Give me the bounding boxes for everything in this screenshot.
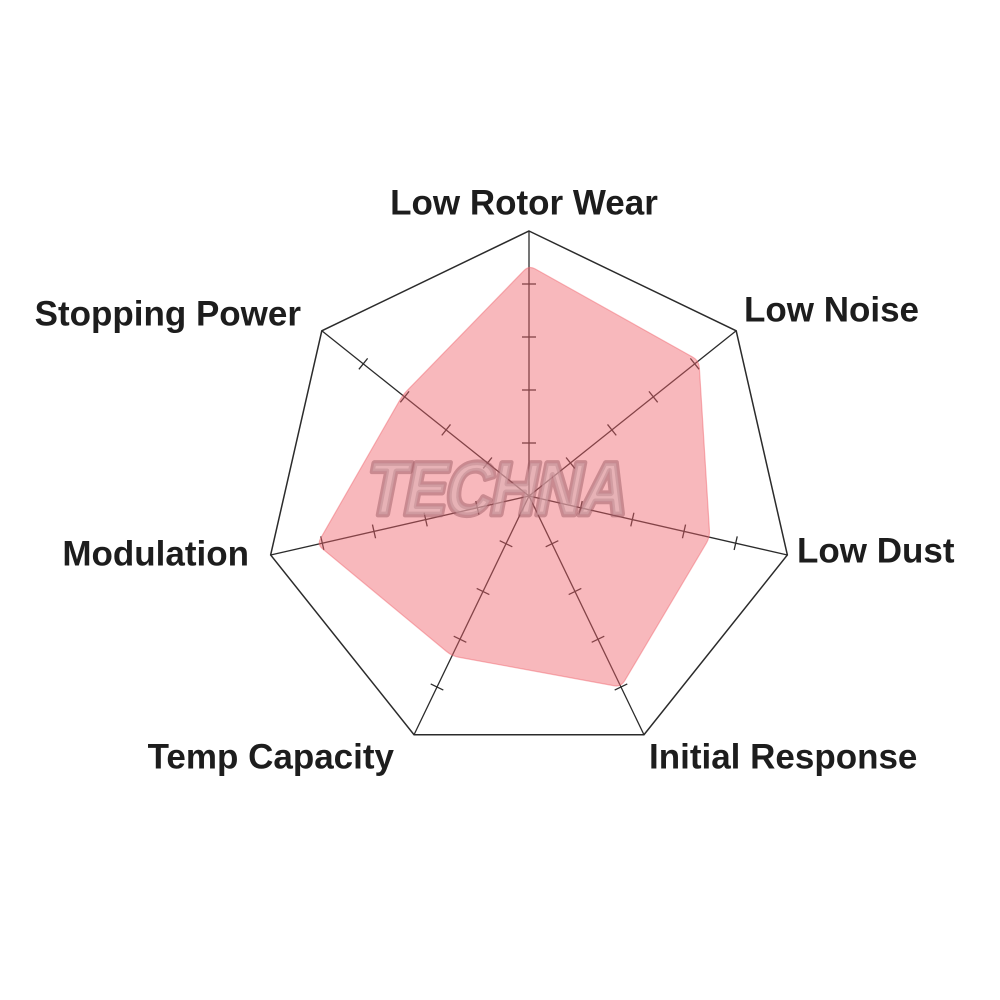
svg-text:TECHNA: TECHNA <box>360 447 636 531</box>
